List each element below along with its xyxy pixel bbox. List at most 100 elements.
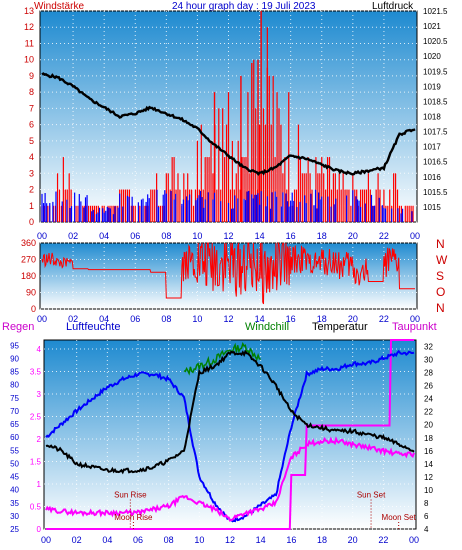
humidity-tick-label: 35 — [10, 499, 19, 508]
wind-speed-tick-label: 8 — [29, 87, 34, 97]
humidity-tick-label: 95 — [10, 341, 19, 350]
temperature-tick-label: 16 — [424, 447, 433, 456]
x-tick-label: 00 — [37, 314, 47, 324]
direction-tick-label: 360 — [21, 238, 36, 248]
x-tick-label: 00 — [41, 535, 51, 545]
pressure-tick-label: 1021.5 — [423, 7, 448, 16]
x-tick-label: 10 — [192, 314, 202, 324]
wind-speed-tick-label: 11 — [25, 38, 34, 48]
x-tick-label: 20 — [348, 231, 358, 241]
rain-tick-label: 0 — [37, 525, 42, 534]
pressure-tick-label: 1015.5 — [423, 188, 448, 197]
pressure-tick-label: 1017 — [423, 143, 441, 152]
wind-speed-tick-label: 13 — [24, 6, 34, 16]
humidity-tick-label: 25 — [10, 525, 19, 534]
chart-title: 24 hour graph day : 19 Juli 2023 — [172, 1, 316, 12]
temperature-tick-label: 18 — [424, 434, 433, 443]
rain-tick-label: 2.5 — [30, 413, 42, 422]
wind-speed-tick-label: 12 — [24, 22, 34, 32]
x-tick-label: 12 — [225, 535, 235, 545]
x-tick-label: 06 — [133, 535, 143, 545]
temperature-tick-label: 28 — [424, 369, 433, 378]
x-tick-label: 22 — [378, 535, 388, 545]
wind-speed-tick-label: 4 — [29, 152, 34, 162]
pressure-tick-label: 1016.5 — [423, 158, 448, 167]
x-tick-label: 02 — [68, 314, 78, 324]
x-tick-label: 18 — [317, 314, 327, 324]
humidity-tick-label: 90 — [10, 354, 19, 363]
rain-tick-label: 2 — [37, 435, 42, 444]
x-tick-label: 00 — [409, 535, 419, 545]
compass-label: O — [436, 285, 445, 299]
x-tick-label: 04 — [99, 231, 109, 241]
x-tick-label: 18 — [317, 231, 327, 241]
pressure-axis-title: Luftdruck — [372, 1, 414, 12]
windchill-line — [183, 341, 261, 376]
x-tick-label: 02 — [68, 231, 78, 241]
pressure-tick-label: 1020 — [423, 52, 441, 61]
dewpoint-line — [45, 436, 415, 522]
rain-tick-label: 3.5 — [30, 368, 42, 377]
pressure-tick-label: 1016 — [423, 173, 441, 182]
x-tick-label: 02 — [72, 535, 82, 545]
x-tick-label: 04 — [99, 314, 109, 324]
temperature-tick-label: 6 — [424, 512, 429, 521]
x-tick-label: 14 — [256, 535, 266, 545]
x-tick-label: 08 — [161, 314, 171, 324]
x-tick-label: 08 — [164, 535, 174, 545]
pressure-tick-label: 1018 — [423, 113, 441, 122]
humidity-tick-label: 30 — [10, 512, 19, 521]
dewpoint-axis-title: Taupunkt — [392, 321, 437, 333]
compass-label: N — [436, 237, 445, 251]
x-tick-label: 20 — [348, 314, 358, 324]
humidity-tick-label: 45 — [10, 473, 19, 482]
pressure-tick-label: 1020.5 — [423, 37, 448, 46]
x-tick-label: 16 — [286, 231, 296, 241]
humidity-tick-label: 70 — [10, 407, 19, 416]
temperature-line — [45, 349, 415, 475]
rain-axis-title: Regen — [2, 321, 34, 333]
wind-speed-tick-label: 3 — [29, 168, 34, 178]
temp-humidity-panel — [43, 339, 417, 530]
wind-speed-tick-label: 9 — [29, 71, 34, 81]
pressure-tick-label: 1017.5 — [423, 128, 448, 137]
wind-speed-tick-label: 6 — [29, 120, 34, 130]
x-tick-label: 12 — [223, 314, 233, 324]
x-tick-label: 00 — [37, 231, 47, 241]
event-label: Sun Rise — [114, 491, 147, 500]
x-tick-label: 06 — [130, 231, 140, 241]
humidity-tick-label: 65 — [10, 420, 19, 429]
event-label: Moon Rise — [114, 513, 153, 522]
wind-speed-tick-label: 10 — [24, 55, 34, 65]
wind-speed-tick-label: 0 — [29, 217, 34, 227]
x-tick-label: 04 — [102, 535, 112, 545]
windchill-legend: Windchill — [245, 321, 289, 333]
wind-direction-marks — [41, 241, 415, 305]
x-tick-label: 14 — [255, 314, 265, 324]
wind-speed-tick-label: 2 — [29, 185, 34, 195]
temperature-tick-label: 22 — [424, 408, 433, 417]
x-tick-label: 20 — [348, 535, 358, 545]
rain-tick-label: 3 — [37, 390, 42, 399]
x-tick-label: 06 — [130, 314, 140, 324]
compass-label: S — [436, 269, 444, 283]
compass-label: N — [436, 301, 445, 315]
wind-speed-axis-title: Windstärke — [34, 1, 84, 12]
temperature-legend: Temperatur — [312, 321, 368, 333]
humidity-tick-label: 50 — [10, 459, 19, 468]
rain-tick-label: 4 — [37, 345, 42, 354]
direction-tick-label: 0 — [31, 304, 36, 314]
x-tick-label: 22 — [379, 231, 389, 241]
temp-humidity-marks: Sun Rise Moon Rise Sun Set Moon Set — [45, 339, 417, 530]
x-tick-label: 18 — [317, 535, 327, 545]
wind-direction-line — [41, 241, 415, 305]
direction-tick-label: 180 — [21, 271, 36, 281]
x-tick-label: 14 — [255, 231, 265, 241]
rain-tick-label: 0.5 — [30, 503, 42, 512]
temp-humidity-ticks: 0 0.5 1 1.5 2 2.5 3 3.5 4 25 30 35 40 45 50 55 60 65 70 75 8… — [10, 341, 433, 545]
humidity-tick-label: 60 — [10, 433, 19, 442]
x-tick-label: 16 — [286, 314, 296, 324]
wind-speed-tick-label: 1 — [29, 201, 34, 211]
